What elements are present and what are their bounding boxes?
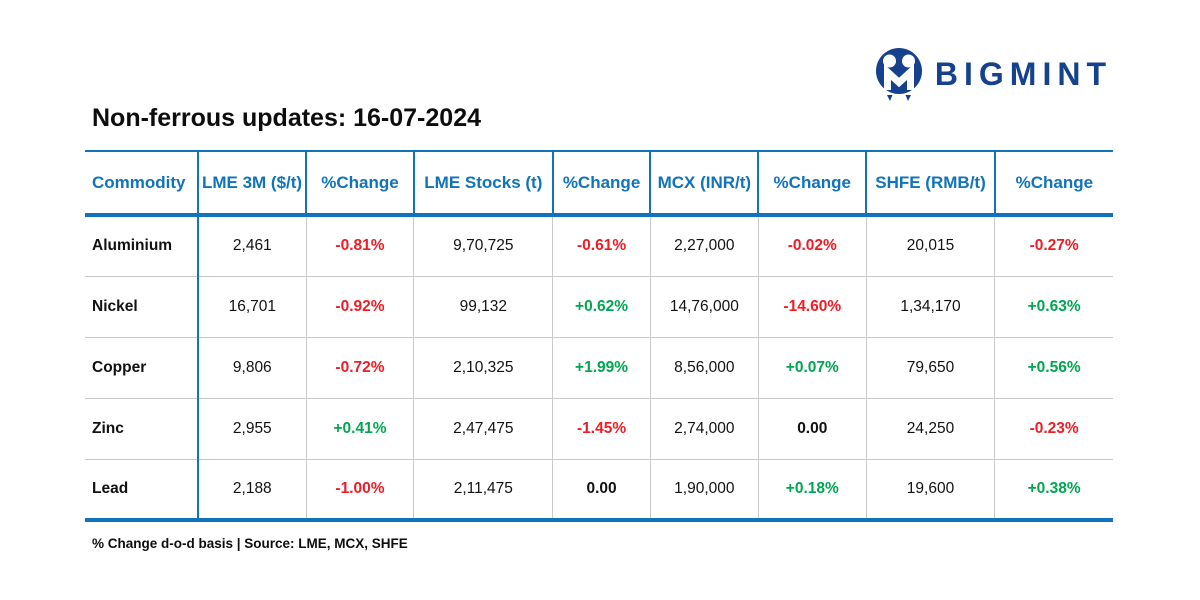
change-cell: -0.81% xyxy=(305,215,414,276)
table-row: Lead 2,188 -1.00% 2,11,475 0.00 1,90,000 +0.18… xyxy=(85,458,1113,520)
change-cell: -0.92% xyxy=(305,275,414,337)
value-cell: 2,11,475 xyxy=(413,458,553,520)
change-cell: +0.07% xyxy=(757,336,867,398)
commodity-cell: Lead xyxy=(85,458,199,520)
value-cell: 2,461 xyxy=(197,215,307,276)
change-cell: -0.23% xyxy=(994,397,1113,459)
bigmint-logo-icon xyxy=(875,48,922,101)
change-cell: +0.56% xyxy=(994,336,1113,398)
commodity-table: Commodity LME 3M ($/t) %Change LME Stock… xyxy=(85,150,1113,522)
brand-name: BIGMINT xyxy=(934,56,1112,92)
column-header-shfe-change: %Change xyxy=(993,151,1113,215)
source-footnote: % Change d-o-d basis | Source: LME, MCX,… xyxy=(92,536,408,551)
change-cell: +0.62% xyxy=(552,275,651,337)
column-header-lme-stocks: LME Stocks (t) xyxy=(412,151,553,215)
value-cell: 14,76,000 xyxy=(649,275,759,337)
value-cell: 2,47,475 xyxy=(413,397,553,459)
value-cell: 2,188 xyxy=(197,458,307,520)
value-cell: 24,250 xyxy=(865,397,995,459)
table-row: Copper 9,806 -0.72% 2,10,325 +1.99% 8,56,000 +… xyxy=(85,336,1113,398)
page-title: Non-ferrous updates: 16-07-2024 xyxy=(92,104,482,132)
table-row: Zinc 2,955 +0.41% 2,47,475 -1.45% 2,74,000 0.0… xyxy=(85,397,1113,459)
column-header-mcx: MCX (INR/t) xyxy=(649,151,759,215)
change-cell: +0.41% xyxy=(305,397,414,459)
change-cell: -0.27% xyxy=(994,215,1113,276)
value-cell: 2,10,325 xyxy=(413,336,553,398)
change-cell: -1.00% xyxy=(305,458,414,520)
change-cell: +0.38% xyxy=(994,458,1113,520)
commodity-cell: Copper xyxy=(85,336,199,398)
value-cell: 1,34,170 xyxy=(865,275,995,337)
value-cell: 9,806 xyxy=(197,336,307,398)
value-cell: 9,70,725 xyxy=(413,215,553,276)
change-cell: -0.72% xyxy=(305,336,414,398)
change-cell: -1.45% xyxy=(552,397,651,459)
column-header-commodity: Commodity xyxy=(85,151,199,215)
change-cell: -0.61% xyxy=(552,215,651,276)
change-cell: -14.60% xyxy=(757,275,867,337)
commodity-cell: Zinc xyxy=(85,397,199,459)
commodity-table-wrap: Commodity LME 3M ($/t) %Change LME Stock… xyxy=(85,150,1113,522)
change-cell: -0.02% xyxy=(757,215,867,276)
column-header-shfe: SHFE (RMB/t) xyxy=(865,151,995,215)
change-cell: +0.18% xyxy=(757,458,867,520)
value-cell: 2,27,000 xyxy=(649,215,759,276)
value-cell: 20,015 xyxy=(865,215,995,276)
table-body: Aluminium 2,461 -0.81% 9,70,725 -0.61% 2,27,0… xyxy=(85,215,1113,520)
column-header-lme-3m: LME 3M ($/t) xyxy=(197,151,307,215)
value-cell: 79,650 xyxy=(865,336,995,398)
column-header-lme-change: %Change xyxy=(305,151,414,215)
change-cell: +1.99% xyxy=(552,336,651,398)
value-cell: 2,955 xyxy=(197,397,307,459)
table-row: Aluminium 2,461 -0.81% 9,70,725 -0.61% 2,27,0… xyxy=(85,215,1113,276)
value-cell: 16,701 xyxy=(197,275,307,337)
change-cell: 0.00 xyxy=(757,397,867,459)
header-row: Commodity LME 3M ($/t) %Change LME Stock… xyxy=(85,151,1113,215)
value-cell: 1,90,000 xyxy=(649,458,759,520)
commodity-cell: Aluminium xyxy=(85,215,199,276)
column-header-mcx-change: %Change xyxy=(757,151,867,215)
value-cell: 8,56,000 xyxy=(649,336,759,398)
bigmint-logo: BIGMINT xyxy=(875,46,1112,102)
value-cell: 2,74,000 xyxy=(649,397,759,459)
commodity-cell: Nickel xyxy=(85,275,199,337)
column-header-stocks-change: %Change xyxy=(551,151,651,215)
value-cell: 99,132 xyxy=(413,275,553,337)
change-cell: 0.00 xyxy=(552,458,651,520)
table-row: Nickel 16,701 -0.92% 99,132 +0.62% 14,76,000-… xyxy=(85,275,1113,337)
value-cell: 19,600 xyxy=(865,458,995,520)
change-cell: +0.63% xyxy=(994,275,1113,337)
